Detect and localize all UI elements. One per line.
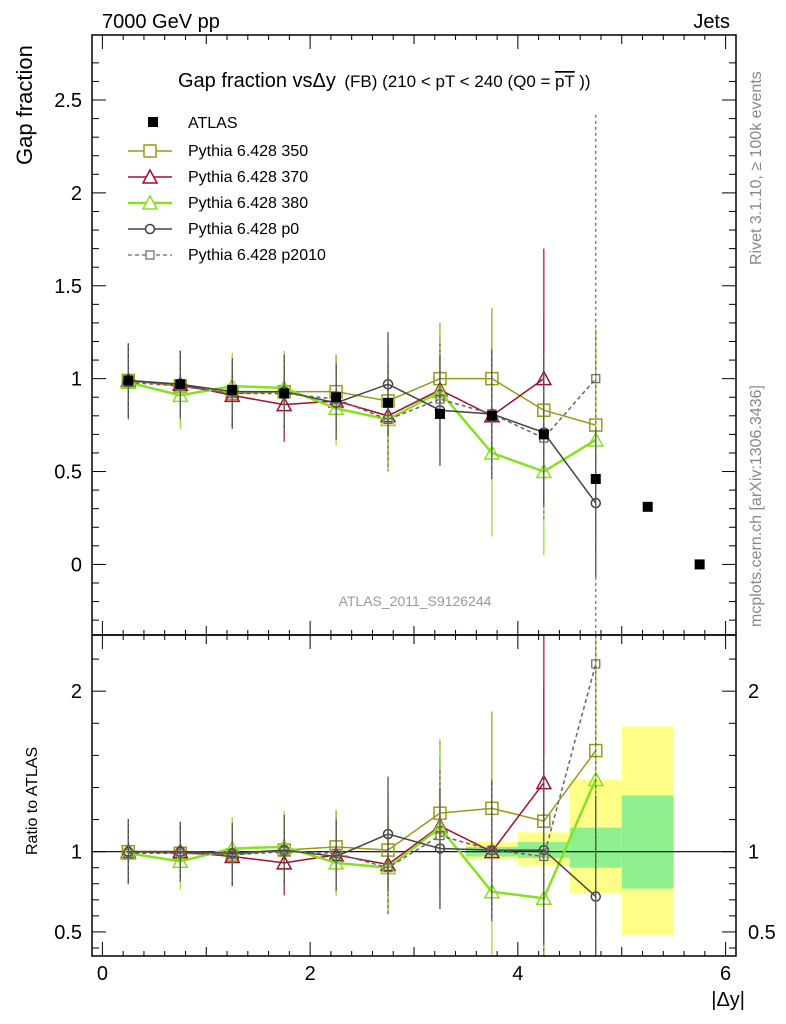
ratio-point-4-9 xyxy=(591,659,601,669)
y-tick-label-1.5: 1.5 xyxy=(54,276,82,298)
series-line-3 xyxy=(128,379,597,504)
ratio-tick-label-1: 1 xyxy=(71,842,82,864)
x-tick-label-2: 2 xyxy=(305,963,316,985)
series-point-4-5 xyxy=(383,414,393,425)
energy-label: 7000 GeV pp xyxy=(102,11,220,33)
atlas-point-3 xyxy=(279,388,290,399)
atlas-point-0 xyxy=(123,375,134,386)
legend-370: Pythia 6.428 370 xyxy=(188,169,308,186)
title-end: )) xyxy=(579,72,590,91)
title-sub: (FB) (210 < pT < 240 (Q0 = xyxy=(344,72,550,91)
series-point-4-9 xyxy=(591,374,601,384)
atlas-point-8 xyxy=(538,429,549,440)
ratio-tick-label-right-2: 2 xyxy=(748,681,759,703)
series-line-4 xyxy=(128,378,597,440)
series-point-4-6 xyxy=(435,394,445,404)
atlas-point-6 xyxy=(434,408,445,419)
ratio-point-4-5 xyxy=(383,863,393,873)
rivet-label: Rivet 3.1.10, ≥ 100k events xyxy=(748,71,765,265)
analysis-label: ATLAS_2011_S9126244 xyxy=(339,593,492,609)
x-tick-label-4: 4 xyxy=(512,963,523,985)
atlas-point-1 xyxy=(175,379,186,390)
legend-380-marker xyxy=(141,194,159,210)
ratio-axis-label: Ratio to ATLAS xyxy=(24,747,41,855)
ratio-point-4-2 xyxy=(227,850,237,860)
ratio-tick-label-0.5: 0.5 xyxy=(54,922,82,944)
atlas-point-5 xyxy=(383,397,394,408)
legend-p2010-marker xyxy=(145,250,155,260)
ratio-tick-label-right-0.5: 0.5 xyxy=(748,922,776,944)
legend-atlas: ATLAS xyxy=(188,115,238,132)
series-line-2 xyxy=(128,381,597,473)
title-main: Gap fraction vsΔy xyxy=(178,70,336,92)
ratio-tick-label-2: 2 xyxy=(71,681,82,703)
x-axis-label: |Δy| xyxy=(711,989,745,1011)
y-tick-label-0.5: 0.5 xyxy=(54,462,82,484)
ratio-line-4 xyxy=(128,663,597,869)
legend-p0-marker xyxy=(144,223,156,235)
chart-title: Gap fraction vsΔy (FB) (210 < pT < 240 (… xyxy=(178,70,591,92)
ratio-line-2 xyxy=(128,778,597,900)
ratio-point-4-4 xyxy=(331,848,341,858)
ratio-point-4-7 xyxy=(487,845,497,855)
atlas-point-9 xyxy=(590,473,601,484)
x-tick-label-6: 6 xyxy=(720,963,731,985)
legend-p0: Pythia 6.428 p0 xyxy=(188,221,299,238)
ratio-point-4-0 xyxy=(123,848,133,858)
y-tick-label-0: 0 xyxy=(71,554,82,576)
ratio-point-4-8 xyxy=(539,851,549,862)
legend-380: Pythia 6.428 380 xyxy=(188,195,308,212)
legend-370-marker xyxy=(141,168,159,184)
legend-350: Pythia 6.428 350 xyxy=(188,143,308,160)
jets-label: Jets xyxy=(693,11,730,33)
x-tick-label-0: 0 xyxy=(97,963,108,985)
ratio-point-4-1 xyxy=(175,848,185,858)
y-tick-label-2.5: 2.5 xyxy=(54,90,82,112)
y-tick-label-1: 1 xyxy=(71,369,82,391)
legend-350-marker xyxy=(143,144,157,158)
axes: 0 2 4 6 0 0.5 1 1.5 2 2.5 0.5 0.5 1 1 2 2 xyxy=(54,34,776,985)
atlas-point-2 xyxy=(227,384,238,395)
legend-atlas-marker xyxy=(148,117,158,127)
atlas-point-4 xyxy=(331,392,342,403)
atlas-point-10 xyxy=(642,501,653,512)
ratio-line-3 xyxy=(128,833,597,898)
main-plot xyxy=(120,114,705,643)
y-tick-label-2: 2 xyxy=(71,183,82,205)
title-pt: pT xyxy=(555,72,575,91)
atlas-point-11 xyxy=(694,559,705,570)
ratio-plot xyxy=(92,635,736,956)
mcplots-label: mcplots.cern.ch [arXiv:1306.3436] xyxy=(748,385,765,627)
series-line-0 xyxy=(128,377,596,426)
ratio-point-4-6 xyxy=(435,831,445,841)
y-axis-label: Gap fraction xyxy=(12,45,37,165)
legend-p2010: Pythia 6.428 p2010 xyxy=(188,247,326,264)
legend: ATLAS Pythia 6.428 350 Pythia 6.428 370 … xyxy=(128,115,326,264)
ratio-point-4-3 xyxy=(279,847,289,857)
band-inner-3 xyxy=(621,795,674,889)
atlas-point-7 xyxy=(486,410,497,421)
ratio-tick-label-right-1: 1 xyxy=(748,842,759,864)
